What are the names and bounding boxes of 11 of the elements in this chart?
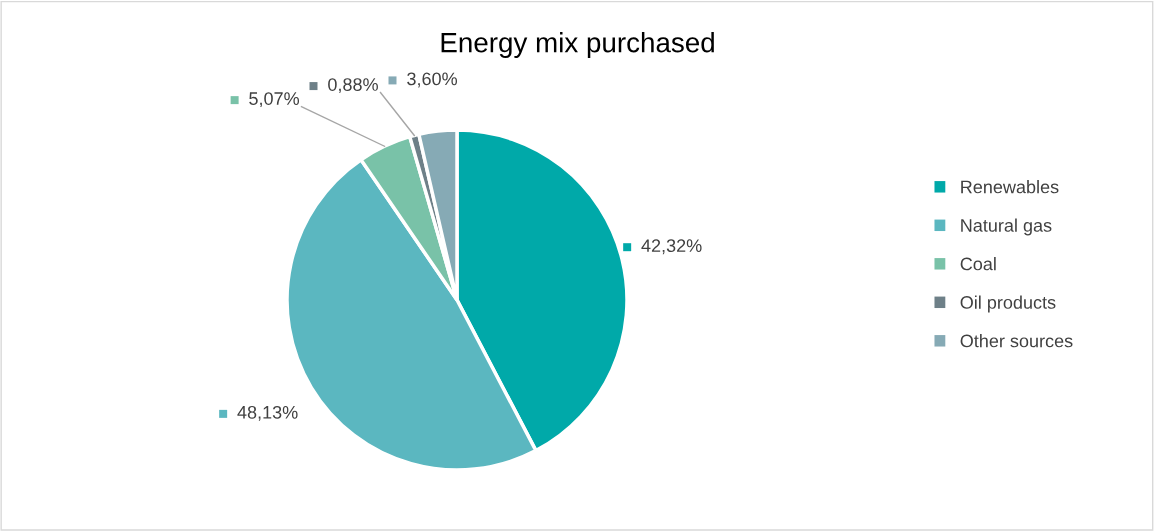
legend-label: Renewables: [961, 180, 1059, 194]
legend-label: Coal: [960, 257, 996, 271]
data-label: 42,32%: [641, 239, 702, 255]
data-label: 0,88%: [328, 78, 378, 94]
data-label: 5,07%: [249, 92, 300, 108]
data-label: 3,60%: [407, 72, 458, 88]
legend-label: Other sources: [960, 334, 1073, 348]
legend-label: Natural gas: [961, 218, 1052, 236]
data-label: 48,13%: [237, 405, 298, 421]
chart-title: Energy mix purchased: [441, 32, 714, 58]
legend-label: Oil products: [960, 295, 1056, 313]
